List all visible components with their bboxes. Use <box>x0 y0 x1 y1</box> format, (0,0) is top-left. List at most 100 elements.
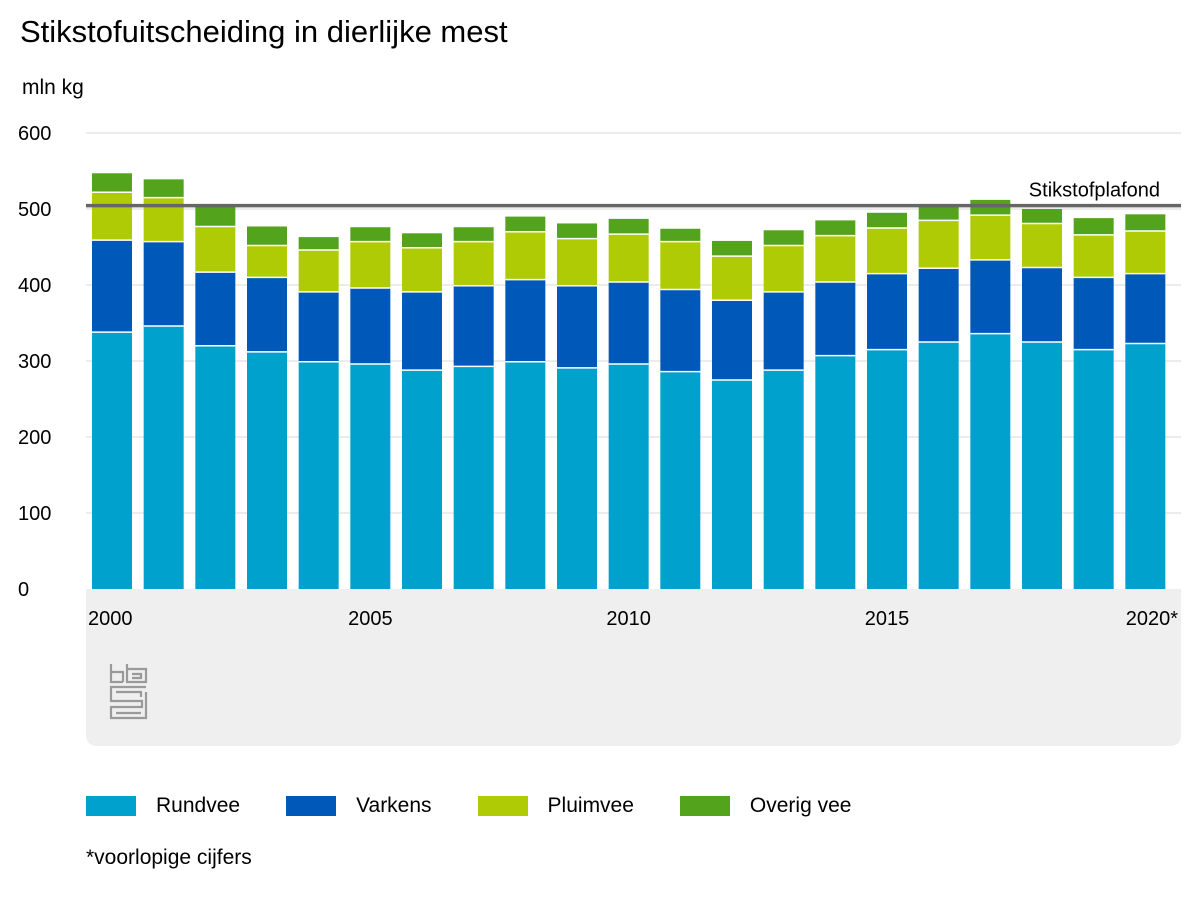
bar-segment: 2008 Varkens: 108 <box>505 279 546 362</box>
legend-swatch <box>477 796 528 816</box>
bar-segment: 2010 Rundvee: 296 <box>608 364 649 589</box>
bar-segment: 2009 Varkens: 108 <box>557 285 597 368</box>
bar-segment: 2001 Overig vee: 24 <box>143 179 184 198</box>
bar-segment: 2006 Overig vee: 19 <box>402 233 442 248</box>
bar-segment: 2020* Rundvee: 323 <box>1125 343 1166 589</box>
bar-segment: 2008 Overig vee: 20 <box>505 216 546 232</box>
bar-segment: 2000 Pluimvee: 63 <box>92 192 132 241</box>
bar-segment: 2014 Pluimvee: 61 <box>815 235 856 282</box>
bar-segment: 2018 Rundvee: 325 <box>1022 342 1062 589</box>
legend-swatch <box>86 796 136 816</box>
bar-segment: 2005 Pluimvee: 61 <box>350 241 391 289</box>
bar-segment: 2015 Overig vee: 20 <box>867 212 907 228</box>
y-axis-unit-label: mln kg <box>22 76 84 99</box>
bar-segment: 2009 Overig vee: 20 <box>557 223 597 239</box>
bar-segment: 2012 Overig vee: 20 <box>712 240 752 257</box>
bar-segment: 2014 Overig vee: 20 <box>815 220 856 236</box>
bar-segment: 2017 Varkens: 97 <box>970 259 1011 334</box>
x-tick-label: 2015 <box>865 608 910 630</box>
y-axis-ticks: 0 100 200 300 400 500 600 <box>18 123 51 601</box>
legend-label: Rundvee <box>156 794 241 817</box>
bar-segment: 2004 Rundvee: 299 <box>298 361 339 589</box>
bar-segment: 2013 Rundvee: 288 <box>763 370 804 589</box>
bar-segment: 2000 Overig vee: 25 <box>92 173 132 193</box>
legend-label: Pluimvee <box>547 794 634 817</box>
bar-segment: 2019 Overig vee: 22 <box>1073 218 1114 235</box>
bar-segment: 2008 Rundvee: 299 <box>505 361 546 589</box>
x-tick-label: 2000 <box>88 608 133 630</box>
bar-segment: 2011 Rundvee: 286 <box>660 371 701 589</box>
bar-segment: 2005 Overig vee: 19 <box>350 227 391 242</box>
legend-label: Overig vee <box>749 794 852 817</box>
legend-item: Overig vee <box>679 794 852 818</box>
legend-swatch <box>286 796 337 816</box>
bar-segment: 2001 Rundvee: 346 <box>143 326 184 589</box>
bar-segment: 2004 Pluimvee: 55 <box>298 250 339 292</box>
bar-segment: 2005 Varkens: 100 <box>350 288 391 365</box>
bar-segment: 2016 Varkens: 97 <box>918 268 959 342</box>
bar-segment: 2013 Varkens: 103 <box>763 291 804 371</box>
bar-segment: 2006 Pluimvee: 58 <box>402 247 442 292</box>
bar-segment: 2020* Overig vee: 22 <box>1125 214 1166 232</box>
bar-segment: 2007 Pluimvee: 58 <box>453 241 494 286</box>
bar-segment: 2020* Pluimvee: 56 <box>1125 231 1166 274</box>
bar-segment: 2006 Varkens: 103 <box>402 291 442 371</box>
x-tick-label: 2020* <box>1126 608 1178 630</box>
reference-line-group: Stikstofplafond <box>86 180 1181 208</box>
bar-segment: 2017 Pluimvee: 59 <box>970 215 1011 260</box>
y-tick-label: 300 <box>18 351 51 373</box>
bar-segment: 2017 Rundvee: 336 <box>970 333 1011 589</box>
legend-item: Rundvee <box>86 794 240 818</box>
bar-segment: 2000 Rundvee: 338 <box>92 332 132 589</box>
bar-segment: 2005 Rundvee: 296 <box>350 364 391 589</box>
bar-segment: 2013 Pluimvee: 61 <box>763 245 804 292</box>
bar-segment: 2010 Overig vee: 20 <box>608 218 649 235</box>
y-tick-label: 400 <box>18 275 51 297</box>
bar-segment: 2019 Rundvee: 315 <box>1073 349 1114 589</box>
bar-segment: 2004 Varkens: 92 <box>298 291 339 362</box>
bar-segment: 2014 Rundvee: 307 <box>815 355 856 589</box>
y-tick-label: 0 <box>18 579 29 601</box>
bar-segment: 2002 Overig vee: 28 <box>195 205 236 227</box>
bar-segment: 2011 Pluimvee: 63 <box>660 241 701 290</box>
reference-line-label: Stikstofplafond <box>1029 180 1160 202</box>
bar-segment: 2015 Varkens: 100 <box>867 273 907 350</box>
legend: Rundvee Varkens Pluimvee Overig vee <box>86 794 897 818</box>
bar-segment: 2018 Varkens: 98 <box>1022 267 1062 342</box>
bar-segment: 2000 Varkens: 121 <box>92 240 132 333</box>
bar-segment: 2002 Varkens: 97 <box>195 272 236 346</box>
bar-segment: 2002 Rundvee: 320 <box>195 345 236 589</box>
legend-item: Pluimvee <box>477 794 634 818</box>
bar-segment: 2012 Rundvee: 275 <box>712 380 752 589</box>
bar-segment: 2012 Pluimvee: 58 <box>712 256 752 301</box>
legend-label: Varkens <box>356 794 432 817</box>
bar-segment: 2017 Overig vee: 20 <box>970 199 1011 216</box>
bar-segment: 2018 Pluimvee: 58 <box>1022 223 1062 268</box>
x-tick-label: 2010 <box>606 608 651 630</box>
bar-segment: 2014 Varkens: 97 <box>815 281 856 356</box>
y-tick-label: 600 <box>18 123 51 145</box>
bar-segment: 2008 Pluimvee: 63 <box>505 231 546 280</box>
bar-segment: 2001 Varkens: 111 <box>143 241 184 327</box>
bar-segment: 2002 Pluimvee: 60 <box>195 226 236 273</box>
x-axis-panel-top-fill <box>86 589 1181 603</box>
bar-segment: 2020* Varkens: 92 <box>1125 273 1166 344</box>
legend-item: Varkens <box>286 794 432 818</box>
bar-segment: 2010 Varkens: 108 <box>608 281 649 365</box>
x-axis-ticks: 2000 2005 2010 2015 2020* <box>88 608 1178 630</box>
bar-segment: 2016 Rundvee: 325 <box>918 342 959 589</box>
bar-segment: 2007 Rundvee: 293 <box>453 366 494 589</box>
bar-segment: 2015 Pluimvee: 60 <box>867 228 907 274</box>
cbs-logo-icon <box>109 664 148 720</box>
bars: 2000 Rundvee: 3382000 Varkens: 1212000 P… <box>92 173 1166 589</box>
bar-segment: 2010 Pluimvee: 63 <box>608 234 649 282</box>
x-tick-label: 2005 <box>348 608 393 630</box>
bar-segment: 2016 Pluimvee: 63 <box>918 220 959 269</box>
bar-segment: 2007 Overig vee: 19 <box>453 227 494 242</box>
y-tick-label: 100 <box>18 503 51 525</box>
y-tick-label: 200 <box>18 427 51 449</box>
